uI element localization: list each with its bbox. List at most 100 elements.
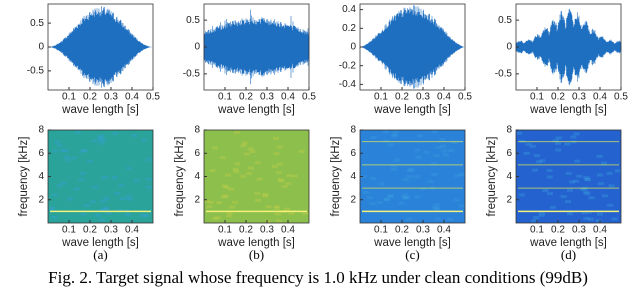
x-tick-label: 0.1 <box>530 92 544 103</box>
x-axis-label: wave length [s] <box>217 104 295 116</box>
spectrogram-noise <box>564 142 571 146</box>
x-axis-label: wave length [s] <box>373 104 451 116</box>
spectrogram-noise <box>86 160 93 164</box>
x-tick-label: 0.5 <box>146 92 160 103</box>
spectrogram-noise <box>271 164 278 168</box>
spectrogram-noise <box>73 187 80 191</box>
y-tick-label: -0.5 <box>183 69 201 80</box>
spectrogram-noise <box>49 209 56 213</box>
spectrogram-noise <box>248 166 255 170</box>
spectrogram-noise <box>51 215 58 219</box>
spectrogram-noise <box>433 207 440 211</box>
spectrogram-noise <box>549 205 556 209</box>
spectrogram-noise <box>369 201 376 205</box>
spectrogram-noise <box>273 205 280 209</box>
y-tick-label: -0.2 <box>339 60 357 71</box>
spectrogram-noise <box>119 196 126 200</box>
spectrogram-noise <box>240 144 247 148</box>
spectrogram-noise <box>581 211 588 215</box>
spectrogram-noise <box>555 148 562 152</box>
spectrogram-noise <box>574 159 581 163</box>
spectrogram-noise <box>398 201 405 205</box>
y-tick-label: 4 <box>38 171 44 182</box>
x-axis-label: wave length [s] <box>61 237 139 249</box>
y-tick-label: 6 <box>350 148 356 159</box>
spectrogram-noise <box>413 175 420 179</box>
spectrogram-noise <box>382 130 389 134</box>
spectrogram-noise <box>435 145 442 149</box>
x-tick-label: 0.2 <box>551 225 565 236</box>
spectrogram-noise <box>89 200 96 204</box>
spectrogram-noise <box>286 174 293 178</box>
spectrogram-noise <box>98 141 105 145</box>
y-tick-label: 6 <box>506 148 512 159</box>
spectrogram-noise <box>264 219 271 223</box>
y-tick-label: 4 <box>506 171 512 182</box>
spectrogram-noise <box>126 197 133 201</box>
spectrogram-noise <box>275 219 282 223</box>
spectrogram-noise <box>262 194 269 198</box>
x-tick-label: 0.4 <box>437 92 451 103</box>
y-tick-label: -0.5 <box>495 69 513 80</box>
spectrogram-noise <box>529 144 536 148</box>
panel-label: (a) <box>93 247 107 262</box>
spectrogram-noise <box>601 194 608 198</box>
spectrogram-noise <box>292 174 299 178</box>
x-tick-label: 0.1 <box>62 225 76 236</box>
spectrogram-noise <box>439 137 446 141</box>
spectrogram-noise <box>222 194 229 198</box>
spectrogram-noise <box>118 183 125 187</box>
spectrogram-image <box>516 130 621 223</box>
spectrogram-noise <box>49 206 56 210</box>
x-tick-label: 0.3 <box>260 225 274 236</box>
spectrogram-noise <box>383 197 390 201</box>
spectrogram-noise <box>523 151 530 155</box>
y-tick-label: 4 <box>194 171 200 182</box>
spectrogram-noise <box>555 136 562 140</box>
x-tick-label: 0.3 <box>572 225 586 236</box>
spectrogram-image <box>360 130 465 223</box>
spectrogram-noise <box>516 131 523 135</box>
spectrogram-noise <box>539 159 546 163</box>
y-tick-label: 6 <box>194 148 200 159</box>
spectrogram-noise <box>125 213 132 217</box>
y-tick-label: 0.4 <box>342 4 356 15</box>
spectrogram-noise <box>584 192 591 196</box>
x-tick-label: 0.4 <box>281 225 295 236</box>
y-tick-label: 8 <box>194 125 200 136</box>
spectrogram-noise <box>608 184 615 188</box>
spectrogram-noise <box>234 130 241 134</box>
y-tick-label: -0.4 <box>339 79 357 90</box>
spectrogram-noise <box>552 139 559 143</box>
spectrogram-noise <box>458 173 465 177</box>
y-tick-label: 6 <box>38 148 44 159</box>
spectrogram-noise <box>273 136 280 140</box>
spectrogram-noise <box>232 168 239 172</box>
spectrogram-noise <box>404 195 411 199</box>
x-tick-label: 0.2 <box>83 225 97 236</box>
spectrogram-noise <box>96 135 103 139</box>
y-tick-label: 0 <box>194 42 200 53</box>
x-tick-label: 0.3 <box>260 92 274 103</box>
spectrogram-noise <box>226 211 233 215</box>
spectrogram-noise <box>401 193 408 197</box>
spectrogram-noise <box>441 149 448 153</box>
spectrogram-noise <box>262 193 269 197</box>
x-axis-label: wave length [s] <box>529 104 607 116</box>
spectrogram-noise <box>583 176 590 180</box>
spectrogram-noise <box>81 148 88 152</box>
spectrogram-noise <box>99 134 106 138</box>
spectrogram-noise <box>525 142 532 146</box>
x-axis-label: wave length [s] <box>61 104 139 116</box>
y-tick-label: 8 <box>350 125 356 136</box>
spectrogram-noise <box>560 195 567 199</box>
y-tick-label: 2 <box>38 194 44 205</box>
spectrogram-noise <box>369 176 376 180</box>
spectrogram-noise <box>231 200 238 204</box>
spectrogram-noise <box>538 213 545 217</box>
x-tick-label: 0.4 <box>437 225 451 236</box>
spectrogram-noise <box>588 196 595 200</box>
spectrogram-noise <box>406 169 413 173</box>
spectrogram-noise <box>224 173 231 177</box>
